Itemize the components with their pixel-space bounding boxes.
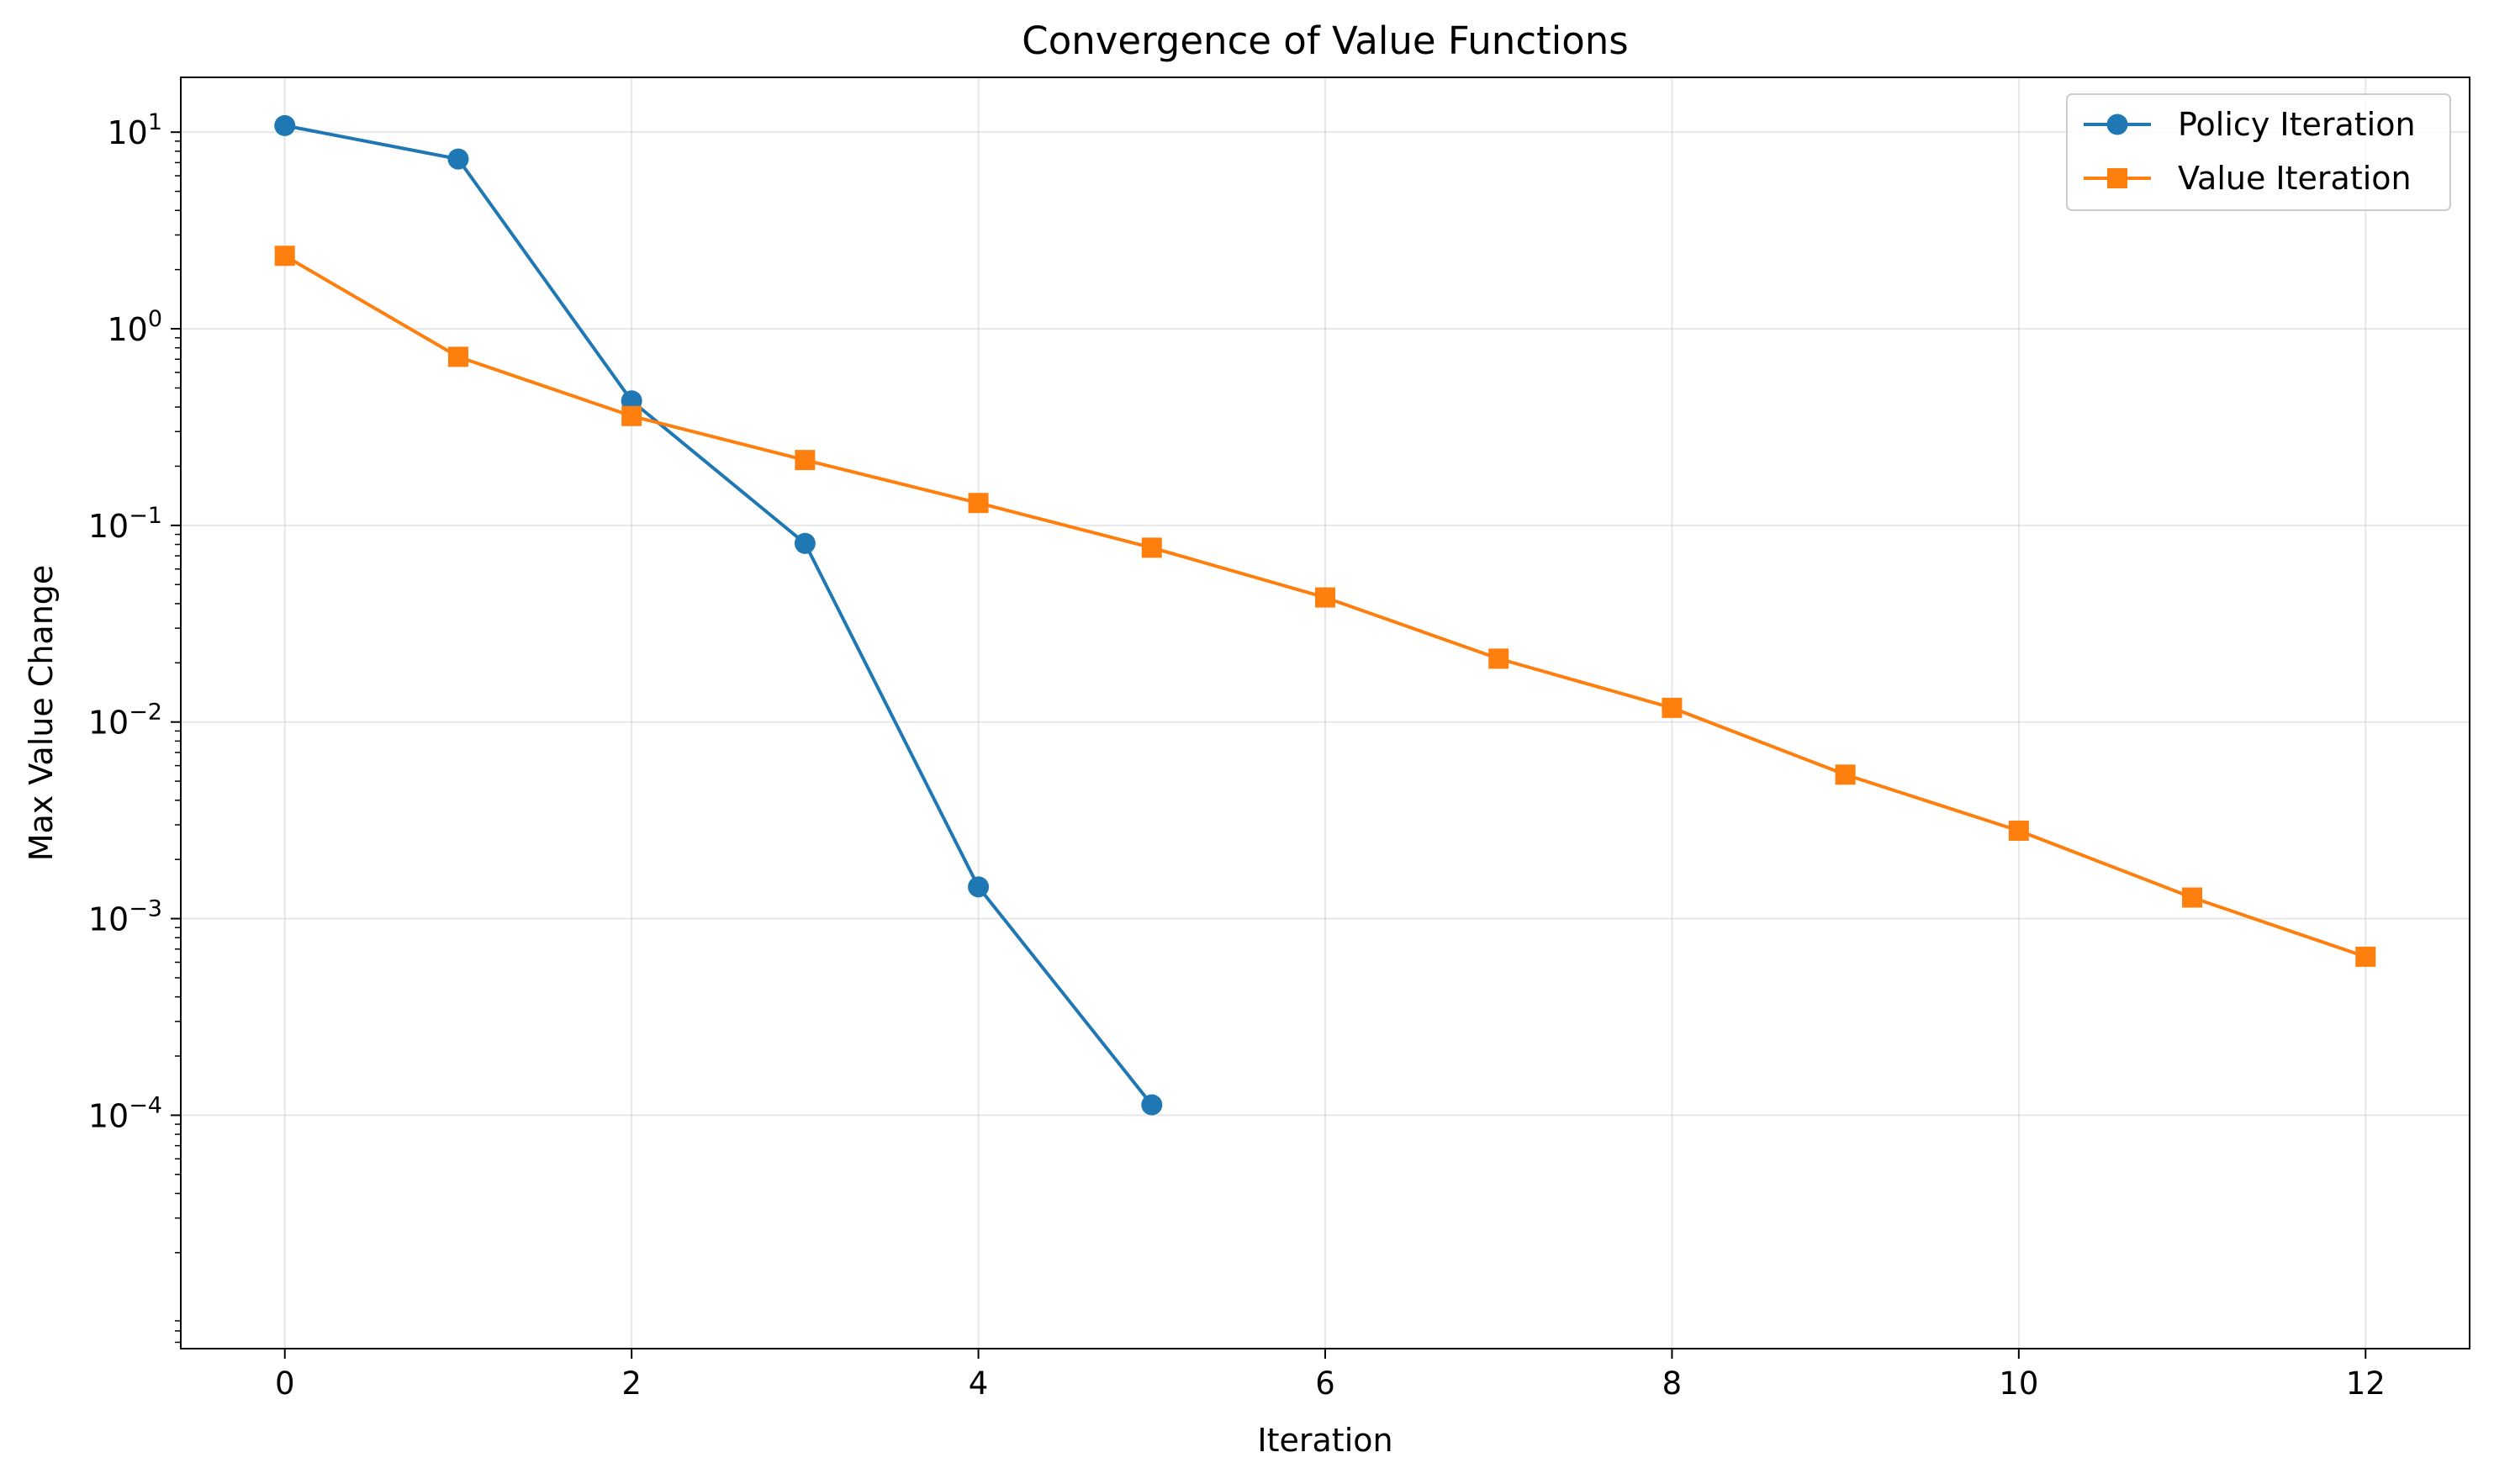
y-tick-base: 10 xyxy=(107,311,147,348)
y-tick-label: 10−3 xyxy=(88,896,162,938)
y-tick-base: 10 xyxy=(88,508,129,545)
value-iteration-point xyxy=(2182,887,2203,908)
policy-iteration-line xyxy=(284,124,1154,1106)
x-tick-label: 10 xyxy=(1999,1365,2038,1402)
value-iteration-point xyxy=(1488,648,1509,669)
value-iteration-point xyxy=(968,493,989,514)
value-iteration-point xyxy=(1315,587,1335,608)
policy-iteration-point xyxy=(447,148,469,170)
legend-swatch-marker xyxy=(2106,114,2128,135)
value-iteration-point xyxy=(274,246,295,267)
policy-iteration-point xyxy=(274,114,296,136)
policy-iteration-point xyxy=(968,876,990,898)
value-iteration-point xyxy=(1662,697,1683,718)
legend-label: Value Iteration xyxy=(2178,160,2412,197)
series-layer xyxy=(274,114,2376,1116)
y-axis-label: Max Value Change xyxy=(23,565,60,862)
policy-iteration-point xyxy=(1141,1094,1163,1116)
x-tick-label: 12 xyxy=(2346,1365,2386,1402)
y-tick-base: 10 xyxy=(88,901,129,938)
legend: Policy Iteration Value Iteration xyxy=(2066,93,2451,211)
x-tick-label: 4 xyxy=(969,1365,989,1402)
chart-title: Convergence of Value Functions xyxy=(1022,18,1628,63)
legend-box xyxy=(2066,93,2451,211)
y-tick-label: 10−2 xyxy=(88,700,162,742)
y-tick-exponent: 1 xyxy=(148,109,162,135)
y-tick-exponent: 0 xyxy=(148,306,162,332)
y-tick-base: 10 xyxy=(88,1097,129,1134)
y-tick-exponent: −2 xyxy=(129,700,162,726)
y-tick-exponent: −1 xyxy=(129,503,162,529)
value-iteration-point xyxy=(2355,946,2376,967)
legend-swatch-marker xyxy=(2107,168,2127,188)
x-axis-label: Iteration xyxy=(1257,1422,1392,1459)
y-tick-label: 100 xyxy=(107,306,162,348)
legend-item-value-iteration: Value Iteration xyxy=(2084,160,2412,197)
y-tick-exponent: −3 xyxy=(129,896,162,922)
x-tick-label: 2 xyxy=(621,1365,642,1402)
value-iteration-point xyxy=(1835,764,1856,785)
value-iteration-point xyxy=(1141,537,1162,558)
x-tick-label: 8 xyxy=(1662,1365,1683,1402)
value-iteration-point xyxy=(2008,820,2029,841)
series-policy-iteration xyxy=(274,114,1163,1116)
value-iteration-point xyxy=(795,450,816,471)
y-tick-label: 101 xyxy=(107,109,162,151)
y-tick-exponent: −4 xyxy=(129,1092,162,1118)
x-tick-label: 6 xyxy=(1315,1365,1335,1402)
value-iteration-point xyxy=(447,346,468,367)
series-value-iteration xyxy=(274,246,2376,967)
value-iteration-point xyxy=(621,405,642,426)
y-tick-base: 10 xyxy=(107,114,147,151)
legend-item-policy-iteration: Policy Iteration xyxy=(2084,106,2416,143)
y-tick-base: 10 xyxy=(88,705,129,742)
policy-iteration-point xyxy=(794,532,816,554)
y-tick-label: 10−4 xyxy=(88,1092,162,1134)
x-tick-label: 0 xyxy=(275,1365,295,1402)
y-tick-label: 10−1 xyxy=(88,503,162,545)
legend-label: Policy Iteration xyxy=(2178,106,2416,143)
